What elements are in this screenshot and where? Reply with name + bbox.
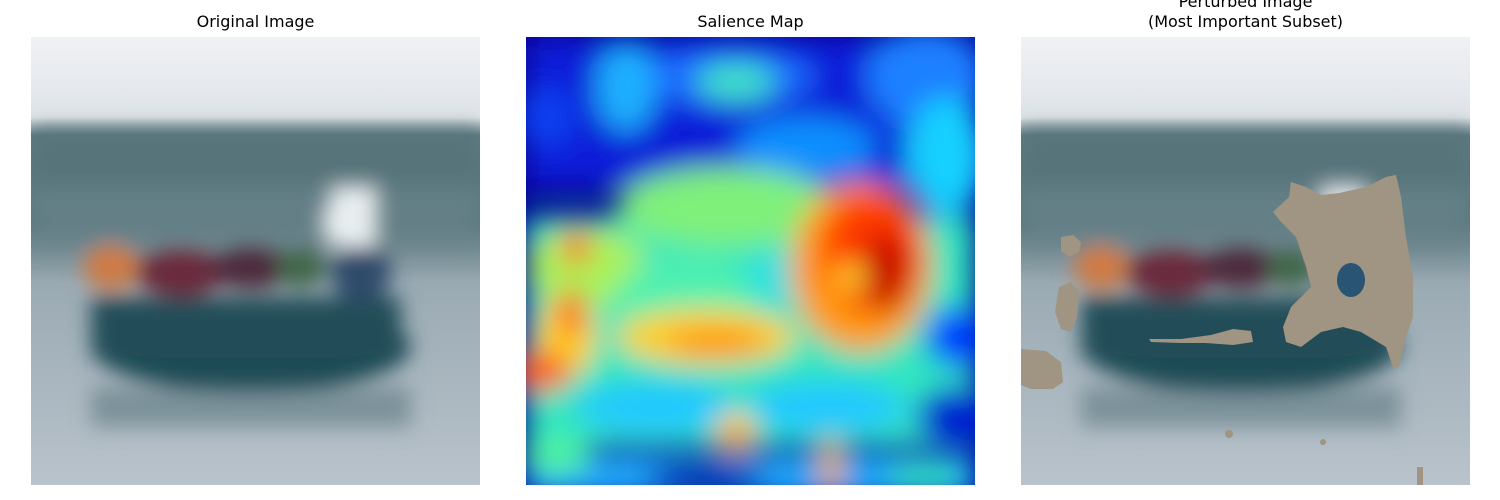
original-image-title: Original Image	[196, 12, 315, 31]
mask-overlay	[1021, 175, 1423, 485]
salience-heatmap	[526, 37, 975, 485]
perturbed-image-graphic	[1021, 37, 1470, 485]
original-image-graphic	[31, 37, 480, 485]
salience-map-title: Salience Map	[697, 12, 804, 31]
salience-map	[526, 37, 975, 485]
original-image	[31, 37, 480, 485]
perturbed-image-title: Perturbed Image (Most Important Subset)	[1147, 0, 1344, 31]
perturbed-image	[1021, 37, 1470, 485]
